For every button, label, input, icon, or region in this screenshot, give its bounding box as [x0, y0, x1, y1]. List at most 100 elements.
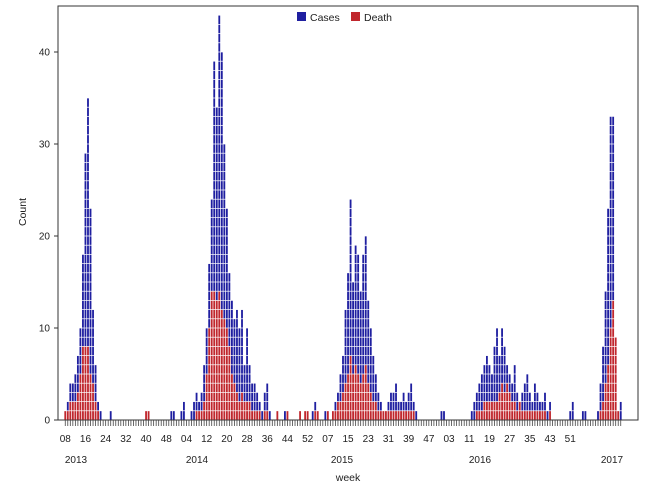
death-bar-unit: [203, 411, 206, 420]
case-bar-unit: [215, 291, 218, 301]
case-bar-unit: [347, 300, 349, 310]
death-bar-unit: [231, 374, 233, 383]
case-bar-unit: [609, 273, 612, 282]
case-bar-unit: [220, 125, 223, 135]
case-bar-unit: [215, 236, 218, 245]
case-bar-unit: [92, 319, 94, 328]
case-bar-unit: [357, 346, 360, 356]
case-bar-unit: [87, 144, 89, 153]
case-bar-unit: [619, 401, 622, 411]
death-bar-unit: [215, 319, 218, 328]
case-bar-unit: [612, 282, 615, 291]
death-bar-unit: [349, 401, 352, 411]
case-bar-unit: [231, 355, 233, 365]
case-bar-unit: [89, 273, 92, 282]
death-bar-unit: [367, 401, 370, 411]
case-bar-unit: [475, 401, 478, 411]
case-bar-unit: [612, 181, 615, 190]
case-bar-unit: [602, 392, 604, 402]
case-bar-unit: [89, 282, 92, 291]
case-bar-unit: [208, 263, 211, 273]
case-bar-unit: [220, 227, 223, 236]
case-bar-unit: [238, 328, 241, 337]
death-bar-unit: [354, 374, 357, 383]
death-bar-unit: [241, 411, 243, 420]
case-bar-unit: [87, 162, 89, 172]
case-bar-unit: [609, 217, 612, 227]
case-bar-unit: [203, 365, 206, 374]
case-bar-unit: [82, 263, 84, 273]
case-bar-unit: [87, 236, 89, 245]
case-bar-unit: [218, 245, 221, 255]
case-bar-unit: [488, 365, 491, 374]
death-bar-unit: [215, 365, 218, 374]
death-bar-unit: [518, 411, 521, 420]
case-bar-unit: [367, 328, 370, 337]
case-bar-unit: [475, 392, 478, 402]
case-bar-unit: [347, 346, 349, 356]
death-bar-unit: [208, 328, 211, 337]
death-bar-unit: [210, 411, 213, 420]
death-bar-unit: [362, 392, 365, 402]
case-bar-unit: [233, 365, 236, 374]
death-bar-unit: [225, 328, 228, 337]
case-bar-unit: [220, 263, 223, 273]
case-bar-unit: [84, 273, 87, 282]
death-bar-unit: [299, 411, 301, 420]
death-bar-unit: [354, 411, 357, 420]
case-bar-unit: [607, 208, 610, 218]
case-bar-unit: [223, 217, 226, 227]
case-bar-unit: [218, 153, 221, 163]
case-bar-unit: [501, 328, 503, 337]
case-bar-unit: [284, 411, 286, 420]
death-bar-unit: [218, 365, 221, 374]
case-bar-unit: [220, 70, 223, 80]
case-bar-unit: [372, 365, 375, 374]
case-bar-unit: [215, 190, 218, 199]
case-bar-unit: [79, 337, 82, 347]
case-bar-unit: [607, 300, 610, 310]
case-bar-unit: [246, 392, 248, 402]
death-bar-unit: [89, 411, 92, 420]
case-bar-unit: [218, 43, 221, 52]
death-bar-unit: [478, 411, 481, 420]
case-bar-unit: [493, 392, 496, 402]
case-bar-unit: [342, 374, 344, 383]
case-bar-unit: [228, 273, 231, 282]
death-bar-unit: [89, 374, 92, 383]
death-bar-unit: [496, 401, 498, 411]
case-bar-unit: [607, 245, 610, 255]
death-bar-unit: [76, 392, 79, 402]
case-bar-unit: [241, 355, 243, 365]
case-bar-unit: [241, 309, 243, 319]
death-bar-unit: [82, 392, 84, 402]
case-bar-unit: [609, 236, 612, 245]
case-bar-unit: [223, 199, 226, 209]
case-bar-unit: [609, 116, 612, 126]
death-bar-unit: [480, 411, 483, 420]
death-bar-unit: [251, 411, 254, 420]
death-bar-unit: [218, 411, 221, 420]
case-bar-unit: [220, 79, 223, 89]
case-bar-unit: [609, 181, 612, 190]
case-bar-unit: [82, 328, 84, 337]
case-bar-unit: [486, 365, 488, 374]
case-bar-unit: [480, 392, 483, 402]
case-bar-unit: [87, 135, 89, 144]
death-bar-unit: [486, 401, 488, 411]
death-bar-unit: [364, 392, 367, 402]
death-bar-unit: [233, 411, 236, 420]
case-bar-unit: [581, 411, 584, 420]
case-bar-unit: [612, 291, 615, 301]
death-bar-unit: [531, 411, 534, 420]
legend-swatch-cases: [297, 12, 306, 21]
case-bar-unit: [210, 263, 213, 273]
death-bar-unit: [82, 365, 84, 374]
case-bar-unit: [357, 355, 360, 365]
death-bar-unit: [84, 355, 87, 365]
case-bar-unit: [387, 401, 390, 411]
death-bar-unit: [253, 411, 256, 420]
case-bar-unit: [89, 263, 92, 273]
case-bar-unit: [89, 328, 92, 337]
death-bar-unit: [518, 401, 521, 411]
